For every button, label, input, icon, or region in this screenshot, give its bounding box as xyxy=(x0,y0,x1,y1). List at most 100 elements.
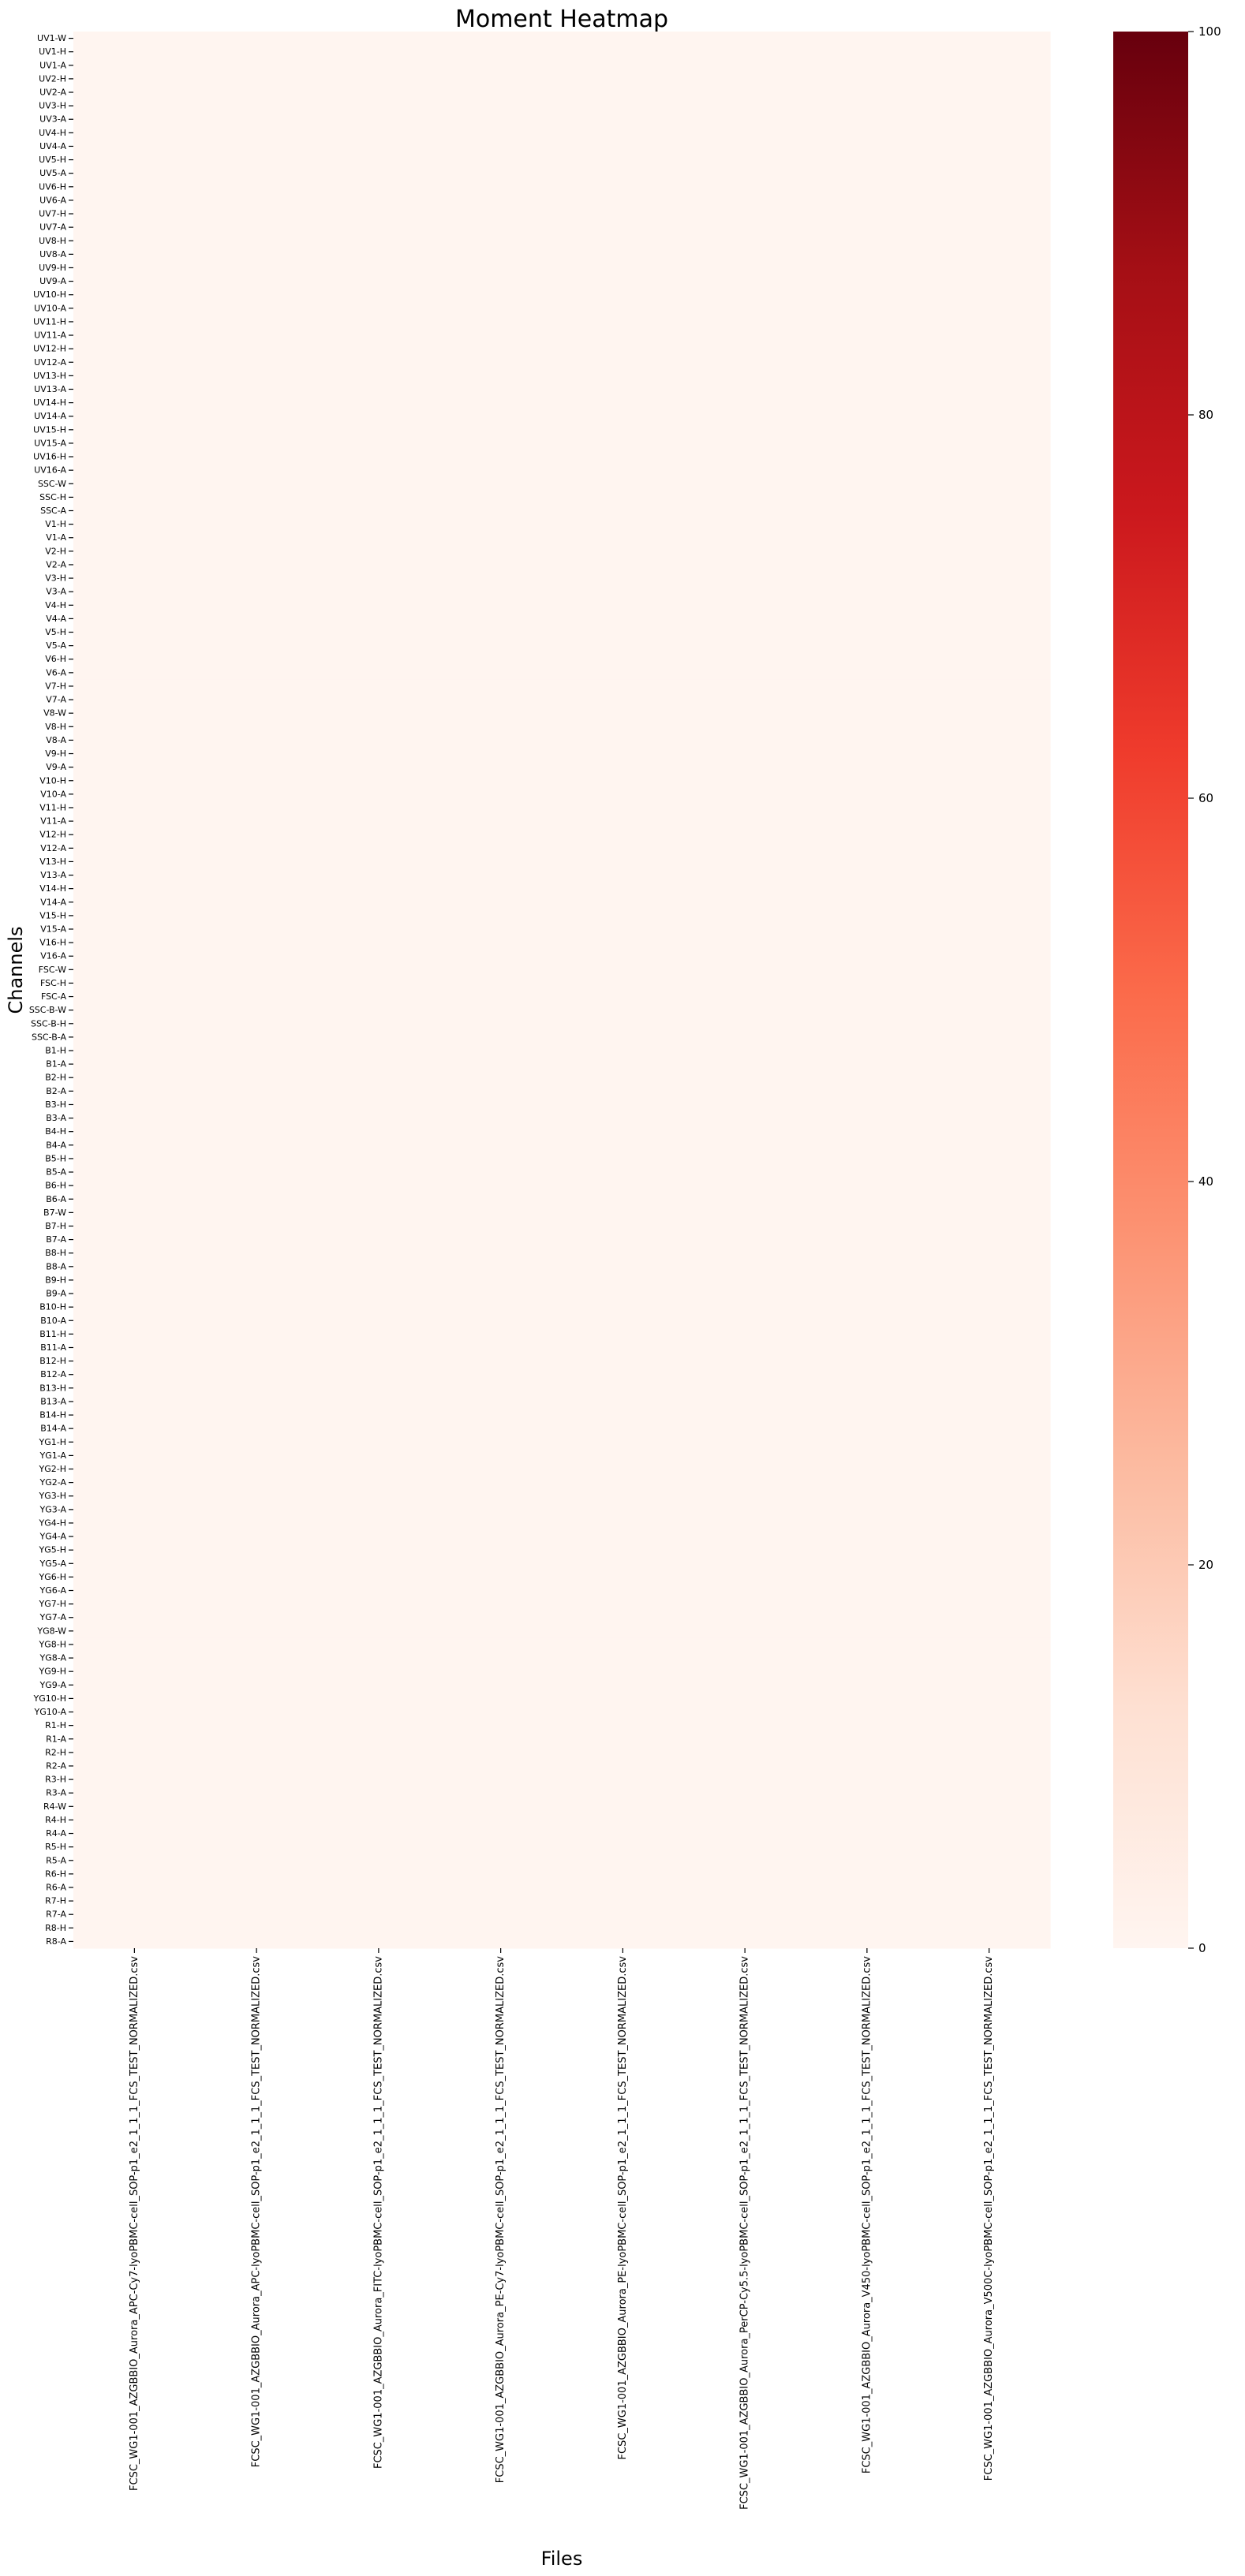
heatmap-cell xyxy=(806,328,929,343)
heatmap-cell xyxy=(928,909,1051,924)
y-tick-label: R6-H xyxy=(45,1869,66,1879)
heatmap-cell xyxy=(806,962,929,977)
heatmap-cell xyxy=(683,450,807,465)
heatmap-cell xyxy=(195,396,319,410)
heatmap-cell xyxy=(195,1435,319,1450)
heatmap-cell xyxy=(562,342,685,357)
heatmap-cell xyxy=(562,193,685,208)
heatmap-cell xyxy=(195,409,319,424)
heatmap-cell xyxy=(317,922,440,937)
heatmap-cell xyxy=(317,1394,440,1409)
heatmap-cell xyxy=(806,423,929,437)
heatmap-cell xyxy=(195,625,319,640)
heatmap-cell xyxy=(928,1327,1051,1342)
heatmap-cell xyxy=(806,1867,929,1882)
heatmap-cell xyxy=(683,423,807,437)
heatmap-cell xyxy=(683,1529,807,1544)
heatmap-cell xyxy=(562,1448,685,1463)
heatmap-cell xyxy=(562,1826,685,1841)
heatmap-cell xyxy=(195,260,319,275)
heatmap-cell xyxy=(195,1354,319,1368)
y-tick-label: B5-A xyxy=(46,1167,66,1178)
heatmap-cell xyxy=(439,1772,563,1787)
heatmap-cell xyxy=(806,584,929,599)
heatmap-cell xyxy=(317,1516,440,1531)
heatmap-cell xyxy=(683,1826,807,1841)
heatmap-cell xyxy=(195,1597,319,1611)
x-tick-label: FCSC_WG1-001_AZGBBIO_Aurora_APC-lyoPBMC-… xyxy=(251,1956,263,2468)
y-tick-label: YG2-H xyxy=(39,1464,66,1474)
heatmap-cell xyxy=(317,1057,440,1072)
heatmap-cell xyxy=(806,32,929,46)
heatmap-cell xyxy=(439,1246,563,1260)
y-tick-label: YG5-H xyxy=(39,1545,66,1555)
heatmap-cell xyxy=(73,854,196,869)
heatmap-cell xyxy=(73,949,196,964)
y-tick-label: SSC-W xyxy=(38,479,66,489)
y-tick-label: V15-A xyxy=(40,924,66,934)
heatmap-cell xyxy=(317,746,440,761)
heatmap-cell xyxy=(928,1462,1051,1477)
heatmap-cell xyxy=(439,531,563,545)
heatmap-cell xyxy=(562,909,685,924)
heatmap-cell xyxy=(439,1745,563,1760)
heatmap-cell xyxy=(683,760,807,775)
heatmap-cell xyxy=(317,1152,440,1167)
heatmap-cell xyxy=(317,1462,440,1477)
y-tick-label: V8-W xyxy=(43,708,66,719)
heatmap-cell xyxy=(439,598,563,613)
heatmap-cell xyxy=(195,1719,319,1733)
heatmap-cell xyxy=(195,868,319,883)
heatmap-cell xyxy=(806,1327,929,1342)
heatmap-cell xyxy=(928,706,1051,721)
y-tick-label: YG7-A xyxy=(39,1612,67,1622)
heatmap-cell xyxy=(928,1421,1051,1436)
heatmap-cell xyxy=(683,679,807,694)
heatmap-cell xyxy=(562,368,685,383)
heatmap-cell xyxy=(73,976,196,991)
heatmap-cell xyxy=(73,368,196,383)
heatmap-cell xyxy=(195,368,319,383)
heatmap-cell xyxy=(195,1543,319,1558)
heatmap-cell xyxy=(73,787,196,802)
heatmap-cell xyxy=(928,1543,1051,1558)
heatmap-cell xyxy=(317,180,440,194)
heatmap-cell xyxy=(195,949,319,964)
heatmap-cell xyxy=(317,1867,440,1882)
y-tick-label: B8-H xyxy=(45,1248,66,1258)
heatmap-cell xyxy=(806,531,929,545)
heatmap-cell xyxy=(439,139,563,154)
heatmap-cell xyxy=(439,233,563,248)
heatmap-cell xyxy=(562,463,685,478)
y-tick-label: UV14-A xyxy=(34,411,66,421)
heatmap-cell xyxy=(317,679,440,694)
heatmap-cell xyxy=(928,1192,1051,1207)
heatmap-cell xyxy=(439,315,563,330)
y-tick-label: R7-H xyxy=(45,1896,66,1906)
heatmap-cell xyxy=(806,1300,929,1315)
heatmap-cell xyxy=(317,1286,440,1301)
heatmap-cell xyxy=(73,1138,196,1152)
heatmap-cell xyxy=(928,517,1051,532)
heatmap-cell xyxy=(195,854,319,869)
heatmap-cell xyxy=(562,1759,685,1774)
heatmap-cell xyxy=(317,85,440,100)
heatmap-cell xyxy=(928,1664,1051,1679)
heatmap-cell xyxy=(683,1611,807,1625)
heatmap-cell xyxy=(806,1840,929,1854)
heatmap-cell xyxy=(683,476,807,491)
heatmap-cell xyxy=(683,1233,807,1247)
heatmap-cell xyxy=(73,1489,196,1503)
y-tick-label: V16-A xyxy=(40,951,66,961)
heatmap-cell xyxy=(928,423,1051,437)
y-tick-label: UV2-H xyxy=(39,73,66,84)
heatmap-cell xyxy=(806,368,929,383)
y-tick-label: UV1-W xyxy=(37,33,66,43)
heatmap-cell xyxy=(562,1691,685,1706)
heatmap-cell xyxy=(562,787,685,802)
heatmap-cell xyxy=(195,1489,319,1503)
heatmap-cell xyxy=(195,1030,319,1045)
heatmap-cell xyxy=(806,1476,929,1490)
heatmap-cell xyxy=(683,1057,807,1072)
heatmap-cell xyxy=(195,760,319,775)
